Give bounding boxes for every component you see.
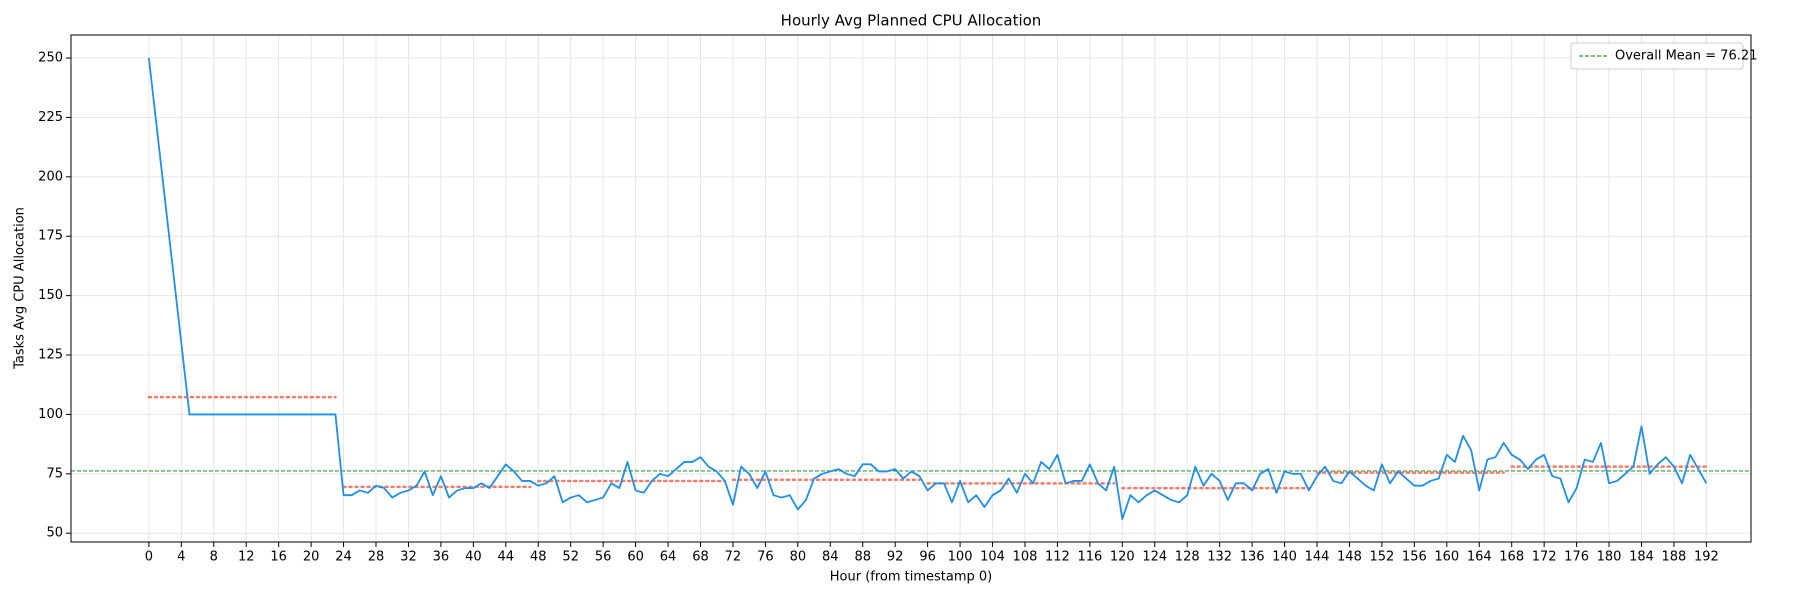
x-tick-label: 96 bbox=[919, 550, 936, 565]
x-tick-label: 44 bbox=[498, 550, 515, 565]
y-tick-label: 125 bbox=[38, 348, 63, 363]
y-tick-label: 100 bbox=[38, 407, 63, 422]
x-tick-label: 64 bbox=[660, 550, 677, 565]
x-tick-label: 164 bbox=[1467, 550, 1492, 565]
x-tick-label: 156 bbox=[1402, 550, 1427, 565]
x-tick-label: 28 bbox=[368, 550, 385, 565]
x-tick-label: 124 bbox=[1142, 550, 1167, 565]
x-tick-label: 32 bbox=[400, 550, 417, 565]
x-tick-label: 184 bbox=[1629, 550, 1654, 565]
x-tick-label: 36 bbox=[433, 550, 450, 565]
y-tick-label: 175 bbox=[38, 229, 63, 244]
legend-box bbox=[1570, 42, 1744, 70]
x-tick-label: 56 bbox=[595, 550, 612, 565]
chart-title: Hourly Avg Planned CPU Allocation bbox=[781, 12, 1042, 30]
x-tick-label: 60 bbox=[627, 550, 644, 565]
x-tick-label: 136 bbox=[1240, 550, 1265, 565]
x-tick-label: 108 bbox=[1013, 550, 1038, 565]
y-tick-label: 225 bbox=[38, 110, 63, 125]
x-tick-label: 116 bbox=[1077, 550, 1102, 565]
data-line bbox=[147, 57, 1708, 520]
x-tick-label: 104 bbox=[980, 550, 1005, 565]
x-tick-label: 132 bbox=[1207, 550, 1232, 565]
x-tick-label: 148 bbox=[1337, 550, 1362, 565]
x-tick-label: 192 bbox=[1694, 550, 1719, 565]
x-tick-label: 84 bbox=[822, 550, 839, 565]
x-tick-label: 4 bbox=[177, 550, 185, 565]
x-tick-label: 100 bbox=[948, 550, 973, 565]
x-tick-label: 176 bbox=[1564, 550, 1589, 565]
y-tick-label: 150 bbox=[38, 288, 63, 303]
x-tick-label: 0 bbox=[145, 550, 153, 565]
x-tick-label: 52 bbox=[562, 550, 579, 565]
x-tick-label: 24 bbox=[335, 550, 352, 565]
x-tick-label: 92 bbox=[887, 550, 904, 565]
x-tick-label: 20 bbox=[303, 550, 320, 565]
x-tick-label: 112 bbox=[1045, 550, 1070, 565]
x-tick-label: 68 bbox=[692, 550, 709, 565]
y-tick-label: 50 bbox=[46, 526, 63, 541]
x-tick-label: 172 bbox=[1532, 550, 1557, 565]
x-tick-label: 180 bbox=[1597, 550, 1622, 565]
x-tick-label: 76 bbox=[757, 550, 774, 565]
x-tick-label: 88 bbox=[854, 550, 871, 565]
x-tick-label: 120 bbox=[1110, 550, 1135, 565]
y-tick-label: 250 bbox=[38, 51, 63, 66]
legend-label: Overall Mean = 76.21 bbox=[1615, 49, 1757, 64]
y-axis-label: Tasks Avg CPU Allocation bbox=[13, 207, 28, 370]
x-tick-label: 168 bbox=[1499, 550, 1524, 565]
x-tick-label: 48 bbox=[530, 550, 547, 565]
x-tick-label: 140 bbox=[1272, 550, 1297, 565]
x-tick-label: 152 bbox=[1369, 550, 1394, 565]
x-tick-label: 16 bbox=[270, 550, 287, 565]
x-tick-label: 40 bbox=[465, 550, 482, 565]
y-tick-label: 200 bbox=[38, 169, 63, 184]
plot-frame bbox=[70, 34, 1752, 543]
x-tick-label: 72 bbox=[725, 550, 742, 565]
x-axis-label: Hour (from timestamp 0) bbox=[830, 570, 993, 585]
x-tick-label: 128 bbox=[1175, 550, 1200, 565]
x-tick-label: 188 bbox=[1662, 550, 1687, 565]
x-tick-label: 160 bbox=[1434, 550, 1459, 565]
x-tick-label: 8 bbox=[210, 550, 218, 565]
y-tick-label: 75 bbox=[46, 466, 63, 481]
x-tick-label: 12 bbox=[238, 550, 255, 565]
x-tick-label: 80 bbox=[790, 550, 807, 565]
x-tick-label: 144 bbox=[1305, 550, 1330, 565]
